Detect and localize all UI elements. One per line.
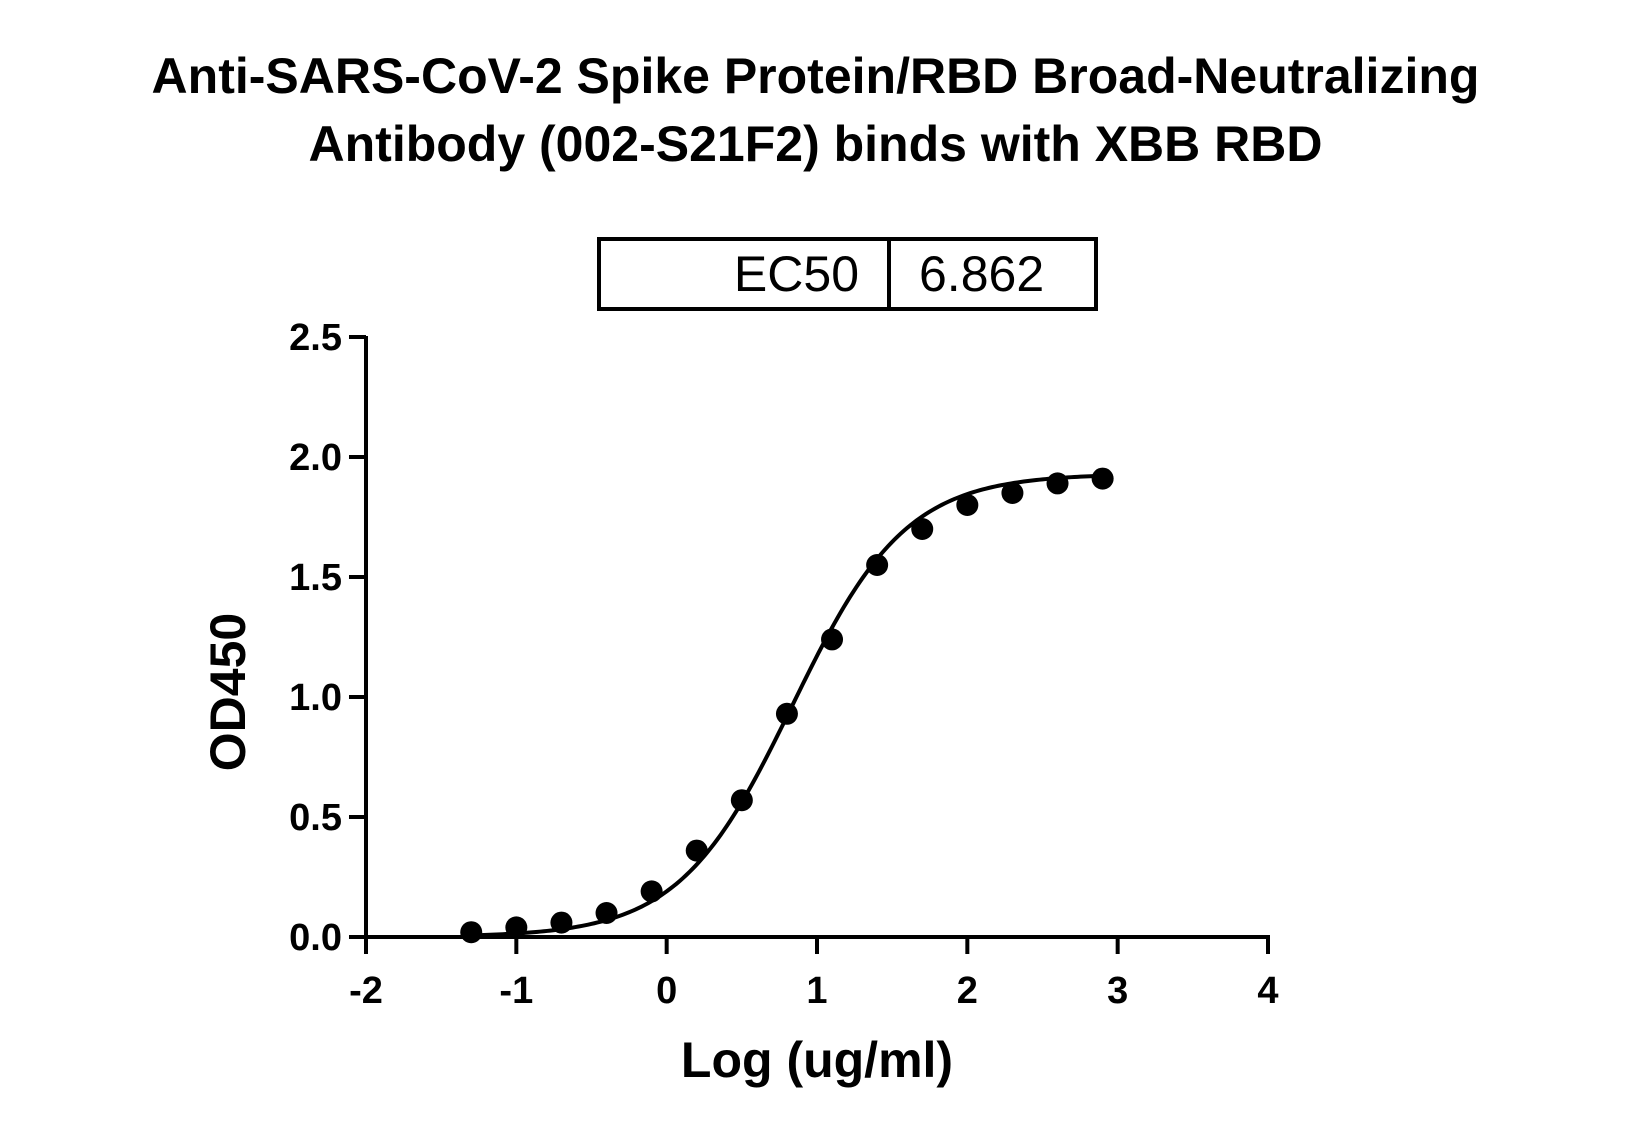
data-point [1001,482,1024,504]
data-point [730,789,753,812]
x-tick-label: -2 [349,970,383,1012]
x-tick-label: 2 [957,970,978,1012]
x-tick-label: 4 [1257,970,1278,1012]
data-point [460,921,483,944]
ec50-value: 6.862 [919,246,1045,302]
y-tick-label: 2.5 [289,317,342,359]
axes: -2 -1 0 1 2 3 4 0.0 0.5 1.0 1.5 2.0 2.5 [289,317,1278,1012]
chart-title-line1: Anti-SARS-CoV-2 Spike Protein/RBD Broad-… [151,48,1480,104]
y-axis-title: OD450 [200,613,256,771]
data-point [685,839,708,862]
data-point [866,554,889,576]
y-tick-label: 0.0 [289,917,342,959]
x-tick-label: 1 [806,970,827,1012]
x-tick-label: 0 [656,970,677,1012]
y-tick-label: 1.5 [289,557,342,599]
chart-title-line2: Antibody (002-S21F2) binds with XBB RBD [308,116,1323,172]
data-point [1046,472,1069,495]
x-axis-title: Log (ug/ml) [681,1032,953,1088]
data-point [821,628,844,651]
data-point [595,902,618,924]
data-point [550,911,573,934]
x-tick-label: 3 [1107,970,1128,1012]
data-point [1091,467,1114,490]
data-points-layer [460,467,1114,944]
y-tick-label: 1.0 [289,677,342,719]
data-point [775,702,798,725]
x-tick-label: -1 [499,970,533,1012]
data-point [911,518,934,540]
y-tick-label: 0.5 [289,797,342,839]
y-tick-label: 2.0 [289,437,342,479]
chart-title: Anti-SARS-CoV-2 Spike Protein/RBD Broad-… [0,42,1631,178]
ec50-table: EC50 6.862 [597,237,1098,311]
data-point [505,916,528,939]
data-point [640,880,663,903]
ec50-label: EC50 [601,241,891,307]
data-point [956,494,979,516]
